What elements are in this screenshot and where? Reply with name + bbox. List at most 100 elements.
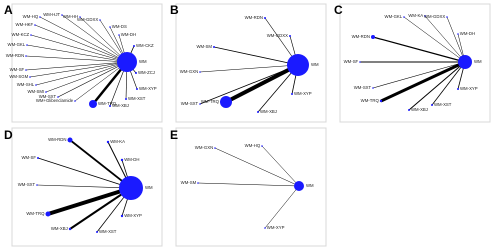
node-label: WM-HQ <box>245 143 261 148</box>
node-label: WM-XST <box>434 102 452 107</box>
edge <box>26 44 128 63</box>
node <box>45 211 51 217</box>
node-label: WM-XBJ <box>51 226 68 231</box>
node-label: WM-XYP <box>460 86 478 91</box>
node-label: WM-SXT <box>354 85 372 90</box>
node-label: WM-XYP <box>124 213 142 218</box>
node <box>431 104 433 106</box>
node-label: WM-DS <box>112 24 127 29</box>
center-label: WM <box>306 183 314 188</box>
node-label: WM-DH <box>460 31 475 36</box>
edge <box>69 139 132 189</box>
node <box>446 16 448 18</box>
edge <box>380 60 466 103</box>
node-label: WM-TRQ <box>26 211 45 216</box>
node <box>408 109 410 111</box>
node-label: WM-SM <box>196 44 212 49</box>
edge <box>446 16 466 63</box>
node <box>109 105 111 107</box>
node <box>214 147 216 149</box>
node <box>199 103 201 105</box>
node-label: WM-DH <box>124 157 139 162</box>
node-label: WM-SF <box>10 67 25 72</box>
node <box>261 145 263 147</box>
node-label: WM-KA <box>110 139 125 144</box>
node <box>61 14 63 16</box>
panel-label: D <box>4 128 13 142</box>
node-label: WM-HJT <box>43 12 60 17</box>
node-label: WM-GXN <box>180 69 198 74</box>
edge <box>61 14 128 63</box>
node-label: WM-XST <box>99 229 117 234</box>
node <box>36 184 38 186</box>
node-label: WM-RDN <box>245 15 263 20</box>
node <box>25 55 27 57</box>
node-label: WM-XBJ <box>260 109 277 114</box>
node-label: WM-GKL <box>385 14 403 19</box>
edge <box>214 147 300 187</box>
node <box>135 72 137 74</box>
panel-label: B <box>170 3 179 17</box>
edge <box>372 61 466 89</box>
node-label: WM-XYP <box>267 225 285 230</box>
center-label: WM <box>311 62 319 67</box>
node <box>291 93 293 95</box>
node-label: WM-KCZ <box>12 32 30 37</box>
panel-label: A <box>4 3 13 17</box>
edge <box>36 184 132 189</box>
node-label: WM-GDXX <box>424 14 445 19</box>
node-label: WM-SM <box>181 180 197 185</box>
node <box>34 24 36 26</box>
node <box>257 111 259 113</box>
edge <box>29 61 128 78</box>
node-label: WM-HH <box>63 14 78 19</box>
node <box>109 26 111 28</box>
node-label: WM-XST <box>128 96 146 101</box>
edge <box>37 157 132 189</box>
node-label: WM-DH <box>121 32 136 37</box>
edge <box>35 61 128 86</box>
node <box>403 16 405 18</box>
node <box>220 96 232 108</box>
node <box>99 19 101 21</box>
center-node <box>119 176 143 200</box>
center-node <box>287 54 309 76</box>
node <box>199 71 201 73</box>
node-label: WM-SF <box>21 155 36 160</box>
node <box>29 76 31 78</box>
edge <box>47 186 132 216</box>
node <box>106 140 110 144</box>
edge <box>34 24 128 63</box>
edge <box>45 61 128 93</box>
node-label: WM-RDN <box>6 53 24 58</box>
node-label: WM-SGM <box>9 74 28 79</box>
node <box>457 33 459 35</box>
center-node <box>117 52 137 72</box>
node <box>25 69 27 71</box>
node <box>35 84 37 86</box>
edge <box>261 145 300 187</box>
node <box>213 46 215 48</box>
panel-label: C <box>334 3 343 17</box>
node <box>264 17 266 19</box>
node <box>371 35 375 39</box>
node-label: WM-HQ <box>23 14 39 19</box>
node-label: WM-SMI <box>27 89 44 94</box>
node <box>457 88 459 90</box>
node <box>120 158 124 162</box>
node <box>197 182 199 184</box>
node-label: WM-GDXX <box>267 33 288 38</box>
center-label: WM <box>474 59 482 64</box>
edge <box>408 61 466 111</box>
node-label: WM-KA <box>408 13 423 18</box>
node <box>67 137 73 143</box>
edge <box>372 36 466 63</box>
node <box>424 15 426 17</box>
node-label: WM-TRQ <box>201 99 220 104</box>
node <box>118 34 120 36</box>
center-label: WM <box>145 185 153 190</box>
node <box>74 100 76 102</box>
node-label: WM-RDN <box>352 34 370 39</box>
node-label: WM-SXT <box>18 182 36 187</box>
